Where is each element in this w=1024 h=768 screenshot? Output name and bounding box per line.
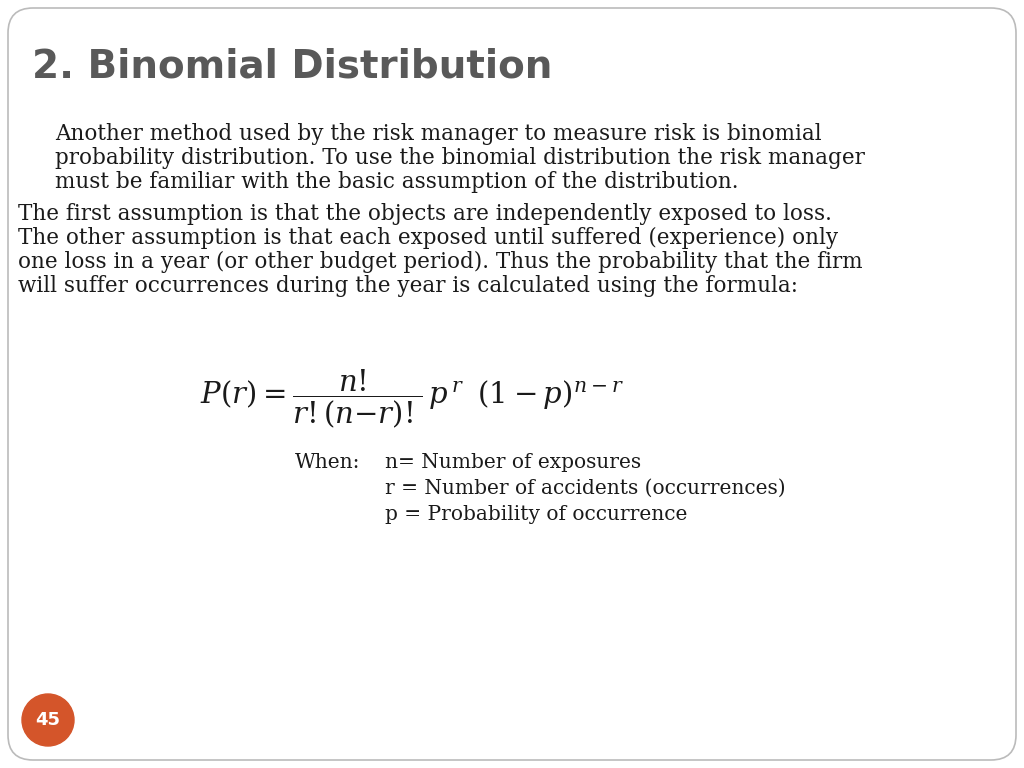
Text: one loss in a year (or other budget period). Thus the probability that the firm: one loss in a year (or other budget peri…	[18, 251, 862, 273]
FancyBboxPatch shape	[8, 8, 1016, 760]
Text: will suffer occurrences during the year is calculated using the formula:: will suffer occurrences during the year …	[18, 275, 798, 297]
Text: $P(r) = \dfrac{n!}{r!(n{-}r)!}\,p^{\,r}\;\;(1-p)^{n-r}$: $P(r) = \dfrac{n!}{r!(n{-}r)!}\,p^{\,r}\…	[200, 368, 624, 430]
Text: p = Probability of occurrence: p = Probability of occurrence	[385, 505, 687, 524]
Text: 2. Binomial Distribution: 2. Binomial Distribution	[32, 48, 552, 86]
Circle shape	[22, 694, 74, 746]
Text: r = Number of accidents (occurrences): r = Number of accidents (occurrences)	[385, 479, 785, 498]
Text: probability distribution. To use the binomial distribution the risk manager: probability distribution. To use the bin…	[55, 147, 865, 169]
Text: The first assumption is that the objects are independently exposed to loss.: The first assumption is that the objects…	[18, 203, 831, 225]
Text: Another method used by the risk manager to measure risk is binomial: Another method used by the risk manager …	[55, 123, 821, 145]
Text: The other assumption is that each exposed until suffered (experience) only: The other assumption is that each expose…	[18, 227, 838, 249]
Text: When:: When:	[295, 453, 360, 472]
Text: 45: 45	[36, 711, 60, 729]
Text: n= Number of exposures: n= Number of exposures	[385, 453, 641, 472]
Text: must be familiar with the basic assumption of the distribution.: must be familiar with the basic assumpti…	[55, 171, 738, 193]
